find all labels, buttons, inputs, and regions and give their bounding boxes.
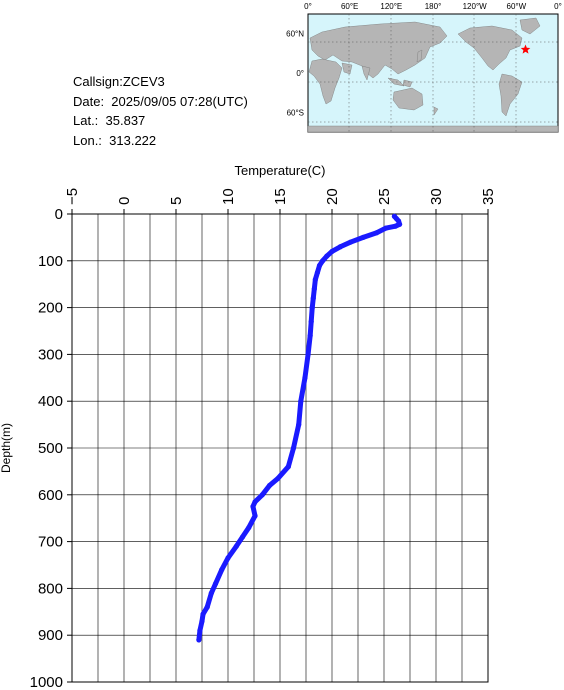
callsign-text: Callsign:ZCEV3	[73, 74, 165, 89]
y-tick-label: 800	[38, 580, 63, 597]
y-tick-label: 900	[38, 627, 63, 644]
y-tick-label: 1000	[30, 674, 63, 690]
x-tick-label: −5	[64, 188, 81, 205]
data-point	[239, 534, 246, 540]
data-point	[360, 234, 366, 240]
data-point	[314, 269, 321, 276]
map-longitude-label: 0°	[304, 2, 312, 11]
map-latitude-label: 60°N	[286, 30, 304, 39]
data-point	[259, 492, 265, 498]
y-tick-label: 600	[38, 487, 63, 504]
y-tick-label: 200	[38, 300, 63, 317]
data-point	[225, 555, 231, 561]
data-point	[267, 482, 273, 489]
data-point	[196, 637, 202, 643]
data-point	[311, 286, 317, 292]
map-longitude-label: 60°W	[507, 2, 527, 11]
data-point	[329, 248, 335, 255]
map-longitude-label: 120°W	[463, 2, 488, 11]
map-latitude-label: 60°S	[287, 108, 304, 117]
data-point	[204, 604, 210, 610]
data-point	[219, 567, 225, 573]
series-line	[196, 213, 403, 643]
x-tick-label: 10	[220, 188, 237, 205]
data-point	[246, 524, 252, 531]
data-point	[233, 543, 239, 549]
data-point	[337, 244, 343, 250]
data-point	[252, 513, 258, 519]
map-longitude-label: 60°E	[341, 2, 358, 11]
x-tick-label: 30	[428, 188, 445, 205]
y-tick-label: 500	[38, 440, 63, 457]
x-tick-label: 0	[116, 197, 133, 205]
data-point	[285, 464, 291, 470]
data-point	[250, 503, 256, 510]
data-point	[200, 611, 206, 617]
longitude-text: Lon.: 313.222	[73, 132, 157, 148]
y-tick-label: 400	[38, 393, 63, 410]
data-point	[298, 398, 304, 404]
station-info: Callsign:ZCEV3 Date: 2025/09/05 07:28(UT…	[73, 72, 248, 150]
map-latitude-label: 0°	[296, 69, 304, 78]
data-point	[308, 319, 314, 325]
temperature-profile-series	[196, 213, 403, 643]
chart-grid	[71, 213, 489, 683]
data-point	[310, 295, 316, 301]
x-axis-ticks: −5 0 5 10 15 20 25 30 35	[64, 188, 497, 214]
data-point	[275, 475, 281, 482]
data-point	[316, 262, 323, 269]
x-tick-label: 20	[324, 188, 341, 205]
x-tick-label: 35	[480, 188, 497, 205]
data-point	[290, 445, 297, 451]
data-point	[312, 276, 318, 283]
map-longitude-labels: 0° 60°E 120°E 180° 120°W 60°W 0°	[304, 2, 562, 11]
data-point	[309, 305, 315, 311]
y-axis-label: Depth(m)	[0, 423, 13, 473]
data-point	[252, 499, 258, 505]
data-point	[307, 333, 313, 339]
y-axis-ticks: 0 100 200 300 400 500 600 700 800 900 1000	[30, 206, 72, 690]
x-tick-label: 15	[272, 188, 289, 205]
data-point	[199, 618, 205, 624]
x-axis-label: Temperature(C)	[234, 163, 325, 178]
data-point	[302, 375, 308, 381]
data-point	[197, 627, 203, 634]
data-point	[374, 230, 380, 236]
station-marker-icon	[520, 44, 531, 54]
data-point	[348, 239, 354, 245]
map-longitude-label: 180°	[425, 2, 442, 11]
map-longitude-label: 0°	[554, 2, 562, 11]
data-point	[208, 590, 214, 596]
y-tick-label: 300	[38, 346, 63, 363]
x-tick-label: 25	[376, 188, 393, 205]
data-point	[296, 422, 302, 428]
map-latitude-labels: 60°N 0° 60°S	[286, 30, 304, 118]
y-tick-label: 100	[38, 253, 63, 270]
x-tick-label: 5	[168, 197, 185, 205]
map-land	[307, 17, 559, 133]
y-tick-label: 700	[38, 534, 63, 551]
data-point	[324, 253, 330, 259]
data-point	[212, 581, 219, 587]
y-tick-label: 0	[55, 206, 63, 223]
latitude-text: Lat.: 35.837	[73, 113, 146, 128]
map-grid	[308, 14, 558, 132]
data-point	[320, 258, 326, 264]
data-point	[392, 223, 399, 229]
date-text: Date: 2025/09/05 07:28(UTC)	[73, 93, 248, 109]
data-point	[397, 221, 403, 227]
data-point	[383, 225, 389, 231]
map-longitude-label: 120°E	[380, 2, 402, 11]
data-point	[305, 351, 311, 357]
star-icon	[520, 44, 531, 54]
